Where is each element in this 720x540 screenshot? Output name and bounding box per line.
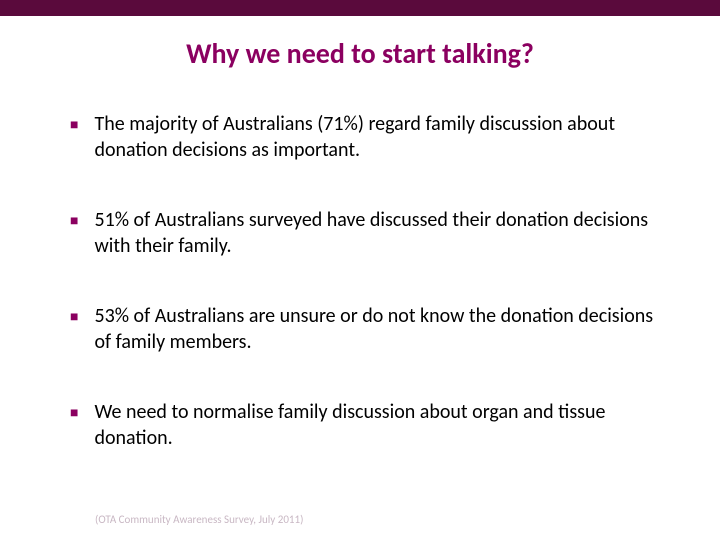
bullet-marker-icon: ■ <box>70 212 78 230</box>
bullet-marker-icon: ■ <box>70 404 78 422</box>
top-bar <box>0 0 720 16</box>
list-item: ■ 53% of Australians are unsure or do no… <box>70 303 660 355</box>
bullet-text: 51% of Australians surveyed have discuss… <box>94 207 660 259</box>
bullet-marker-icon: ■ <box>70 116 78 134</box>
list-item: ■ The majority of Australians (71%) rega… <box>70 111 660 163</box>
slide-title: Why we need to start talking? <box>0 36 720 71</box>
list-item: ■ We need to normalise family discussion… <box>70 399 660 451</box>
list-item: ■ 51% of Australians surveyed have discu… <box>70 207 660 259</box>
bullet-text: We need to normalise family discussion a… <box>94 399 660 451</box>
bullet-text: 53% of Australians are unsure or do not … <box>94 303 660 355</box>
bullet-list: ■ The majority of Australians (71%) rega… <box>0 111 720 451</box>
footer-citation: (OTA Community Awareness Survey, July 20… <box>95 513 303 526</box>
bullet-text: The majority of Australians (71%) regard… <box>94 111 660 163</box>
bullet-marker-icon: ■ <box>70 308 78 326</box>
